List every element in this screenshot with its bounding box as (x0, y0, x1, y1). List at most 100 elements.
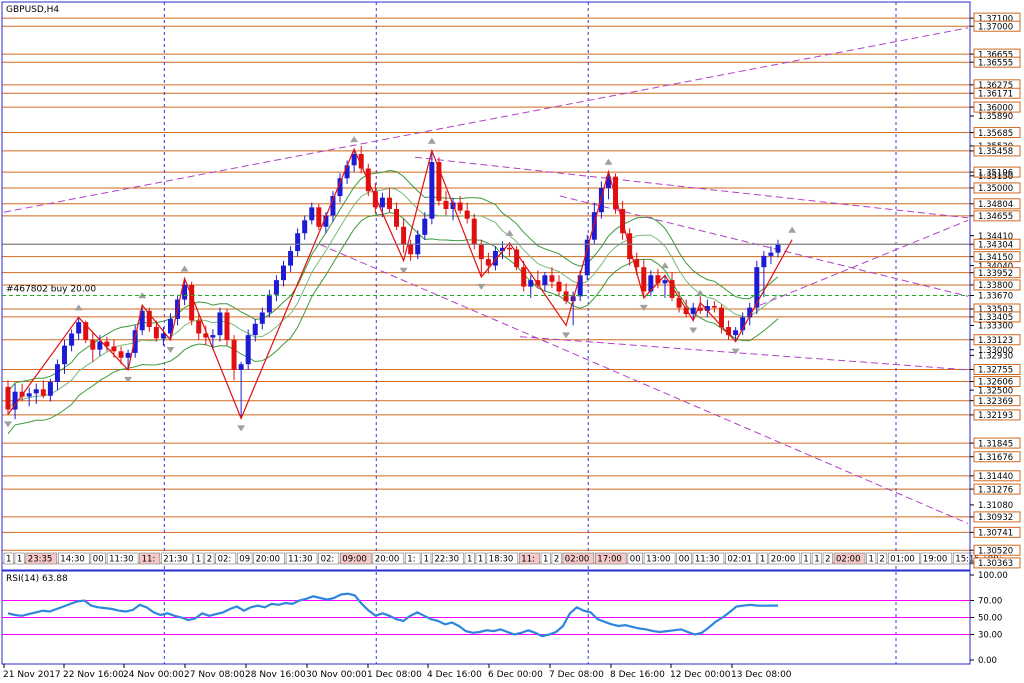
price-tick-label: 1.36655 (978, 50, 1013, 60)
time-tag-box (475, 552, 486, 565)
price-tick-label: 1.33123 (978, 336, 1013, 346)
time-tag-box (627, 552, 643, 565)
time-tag-box (204, 552, 215, 565)
price-tick-label: 1.30520 (978, 546, 1013, 556)
candle-body (90, 339, 96, 350)
time-tag-box (920, 552, 953, 565)
price-label-box (973, 409, 1021, 421)
price-tick-label: 1.34150 (978, 253, 1013, 263)
price-tick-label: 1.36000 (978, 103, 1013, 113)
time-tag-box (236, 552, 253, 565)
time-tag-text: 19:00 (923, 555, 948, 565)
time-tag-box (725, 552, 757, 565)
price-tick-label: 1.37100 (978, 14, 1013, 24)
rsi-panel (2, 592, 970, 638)
fractal-up-arrow (604, 158, 613, 165)
price-label-box (973, 127, 1021, 139)
price-tick-label: 1.33503 (978, 305, 1013, 315)
price-tick-label: 1.34655 (978, 212, 1013, 222)
time-tag-box (877, 552, 888, 565)
candle-body (634, 259, 640, 268)
candle-body (436, 162, 442, 201)
time-tag-box (90, 552, 106, 565)
time-tag-text: 09 (239, 555, 250, 565)
time-tag-text: 20:00 (771, 555, 796, 565)
time-tag-box (432, 552, 464, 565)
time-tag-text: 1: (407, 555, 415, 565)
candle-body (605, 176, 611, 188)
fractal-up-arrow (427, 137, 436, 144)
time-tag-box (285, 552, 318, 565)
fractal-down-arrow (4, 421, 12, 428)
time-tags: 1 1 23:35 14:30 00 11:30 11: 21:30 1 2 02: 09 20:00 1… (3, 552, 1001, 565)
price-tick-label: 1.32193 (978, 411, 1013, 421)
time-tag-text: 1 (543, 555, 548, 565)
price-tick-label: 1.35685 (978, 129, 1013, 139)
price-tick-label: 1.32606 (978, 378, 1013, 388)
candle-body (132, 330, 138, 353)
fractal-up-arrow (350, 136, 359, 143)
time-tag-text: 22:30 (435, 555, 460, 565)
candle-body (613, 176, 619, 209)
candle-body (733, 330, 739, 336)
price-label-box (973, 557, 1021, 569)
time-tag-box (887, 552, 920, 565)
price-label-box (973, 363, 1021, 375)
candle-body (302, 220, 308, 234)
time-tag-text: 1 (196, 555, 201, 565)
time-tag-text: 1 (6, 555, 11, 565)
time-tag-box (253, 552, 285, 565)
time-tag-text: 13:00 (646, 555, 671, 565)
time-tag-box (551, 552, 562, 565)
time-tick-label: 24 Nov 00:00 (123, 670, 184, 680)
time-tick-label: 8 Dec 16:00 (610, 670, 665, 680)
price-label-box (973, 334, 1021, 346)
candle-body (62, 345, 68, 365)
time-tag-text: 00 (679, 555, 690, 565)
time-tag-text: 1 (424, 555, 429, 565)
time-tick-label: 7 Dec 08:00 (549, 670, 604, 680)
time-tag-box (14, 552, 25, 565)
fractal-up-arrow (180, 265, 189, 272)
rsi-tick-label: 0.00 (978, 656, 997, 666)
price-label-box (973, 544, 1021, 556)
candle-body (76, 322, 82, 334)
price-tick-label: 1.35890 (978, 112, 1013, 122)
candle-body (238, 364, 244, 370)
price-tick-label: 1.33952 (978, 269, 1013, 279)
candle-body (408, 244, 414, 255)
time-tick-label: 13 Dec 08:00 (731, 670, 792, 680)
price-label-box (973, 210, 1021, 222)
candle-body (259, 312, 265, 324)
fractal-down-arrow (562, 332, 571, 339)
candle-body (153, 327, 159, 339)
zigzag-line (7, 147, 793, 420)
fractal-down-arrow (689, 327, 698, 334)
time-tick-label: 30 Nov 00:00 (306, 670, 367, 680)
time-tag-box (676, 552, 692, 565)
candle-body (69, 333, 75, 346)
time-tag-text: 21:30 (163, 555, 188, 565)
time-tag-box (643, 552, 676, 565)
rsi-tick-label: 100.00 (978, 571, 1008, 581)
time-tag-text: 1 (760, 555, 765, 565)
price-label-box (973, 20, 1021, 32)
time-tag-box (139, 552, 161, 565)
candle-body (422, 218, 428, 235)
price-tick-label: 1.33800 (978, 281, 1013, 291)
time-tag-box (757, 552, 768, 565)
price-label-box (973, 470, 1021, 482)
price-label-box (973, 376, 1021, 388)
time-tag-box (339, 552, 372, 565)
price-label-box (973, 526, 1021, 538)
candle-body (556, 281, 562, 292)
trendline (414, 156, 969, 219)
candle-body (252, 323, 258, 336)
candle-body (203, 333, 209, 338)
candle-body (337, 178, 343, 197)
time-tag-text: 14:30 (60, 555, 85, 565)
price-label-box (973, 267, 1021, 279)
time-tag-box (318, 552, 340, 565)
time-tag-text: 11: (142, 555, 156, 565)
price-label-box (973, 101, 1021, 113)
